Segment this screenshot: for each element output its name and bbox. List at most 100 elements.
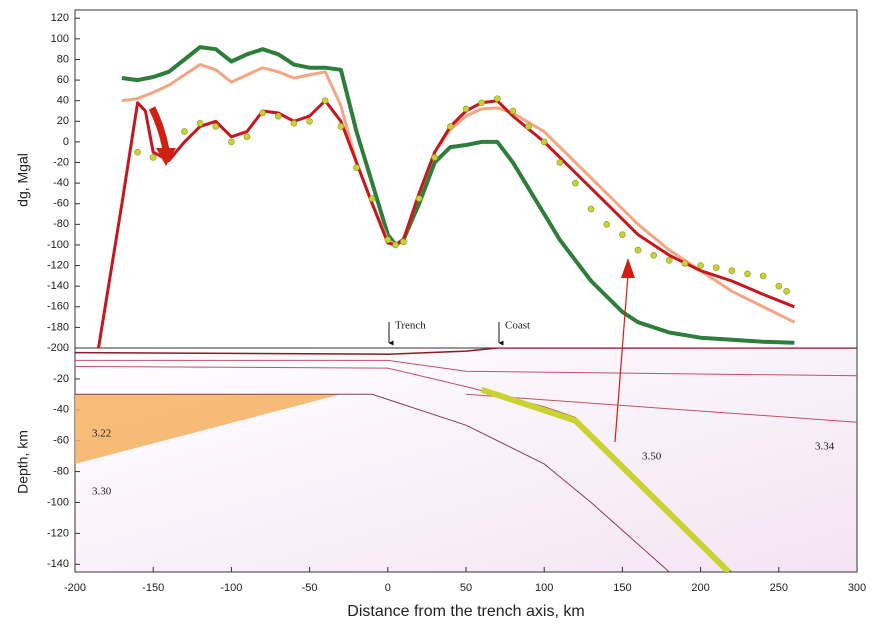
y-tick-label: 60 [57,74,69,86]
data-point [447,123,454,130]
data-point [243,133,251,141]
data-point [697,262,704,269]
x-tick-label: 100 [535,582,553,594]
y-axis-label: Depth, km [15,430,31,494]
data-point [321,97,329,104]
y-tick-label: -120 [47,527,69,539]
x-tick-label: 50 [460,582,472,594]
series-group [97,45,796,348]
data-point [462,105,470,113]
data-point [415,195,423,202]
data-point [744,270,751,278]
data-point [650,251,657,259]
line [75,359,857,377]
x-tick-label: 0 [385,582,391,594]
y-tick-label: -80 [53,465,69,477]
y-tick-label: -140 [47,280,69,292]
data-point [666,257,673,264]
data-point [619,231,626,238]
annotation: 3.22 [92,428,111,440]
y-tick-label: -160 [47,301,69,313]
y-tick-label: -80 [53,218,69,230]
y-tick-label: -40 [53,177,69,189]
data-point [290,120,298,127]
data-point [556,159,564,166]
line [465,393,857,423]
data-point [400,238,407,246]
y-tick-label: -120 [47,259,69,271]
data-point [681,260,689,267]
arrow [614,274,629,443]
annotation: Trench [395,320,426,332]
panel-background [75,348,857,572]
y-tick-label: -60 [53,198,69,210]
data-point [783,288,790,295]
data-point [275,112,282,120]
data-point [228,138,235,146]
line [75,348,857,355]
data-point [306,117,313,125]
data-point [759,272,767,280]
arrow [148,106,170,151]
y-tick-label: -40 [53,404,69,416]
y-tick-label: -60 [53,435,69,447]
data-point [431,154,439,161]
data-point [712,264,720,271]
data-point [259,109,266,117]
data-point [478,99,485,107]
data-point [149,154,157,161]
y-axis-label: dg, Mgal [15,153,31,207]
y-tick-label: -140 [47,558,69,570]
annotation: 3.50 [642,451,662,463]
line [75,393,670,572]
area [75,394,341,464]
data-point [368,195,376,202]
x-tick-label: 150 [613,582,631,594]
series-group [75,348,857,572]
x-tick-label: -200 [64,582,86,594]
y-tick-label: -100 [47,239,69,251]
data-point [572,179,579,187]
data-point [603,221,611,228]
data-point [493,95,501,102]
data-point [587,205,595,213]
arrow-head [156,148,176,166]
y-tick-label: 40 [57,95,69,107]
x-axis-label: Distance from the trench axis, km [347,603,584,620]
y-tick-label: -200 [47,342,69,354]
data-point [540,138,548,146]
y-tick-label: -180 [47,321,69,333]
y-tick-label: -20 [53,156,69,168]
x-tick-label: 250 [770,582,788,594]
line [480,386,731,572]
x-tick-label: 200 [691,582,709,594]
y-tick-label: 100 [51,33,69,45]
x-tick-label: -150 [142,582,164,594]
data-point [212,123,220,130]
line [121,45,795,345]
y-tick-label: 80 [57,53,69,65]
data-point [509,107,517,115]
data-point [775,282,783,290]
x-tick-label: 300 [848,582,866,594]
data-point [353,164,360,171]
y-tick-label: 120 [51,12,69,24]
data-point [392,241,399,249]
line [97,99,795,348]
y-tick-label: -20 [53,373,69,385]
data-point [384,236,392,244]
annotation: 3.30 [92,486,112,498]
data-point [196,120,204,127]
x-tick-label: -100 [220,582,242,594]
data-point [134,148,141,156]
x-tick-label: -50 [302,582,318,594]
line [121,63,796,324]
annotation: Coast [505,320,530,332]
y-tick-label: 20 [57,115,69,127]
arrow-head [621,258,635,278]
y-tick-label: -100 [47,496,69,508]
data-point [181,128,188,135]
y-tick-label: 0 [63,136,69,148]
annotation: 3.34 [815,441,835,453]
